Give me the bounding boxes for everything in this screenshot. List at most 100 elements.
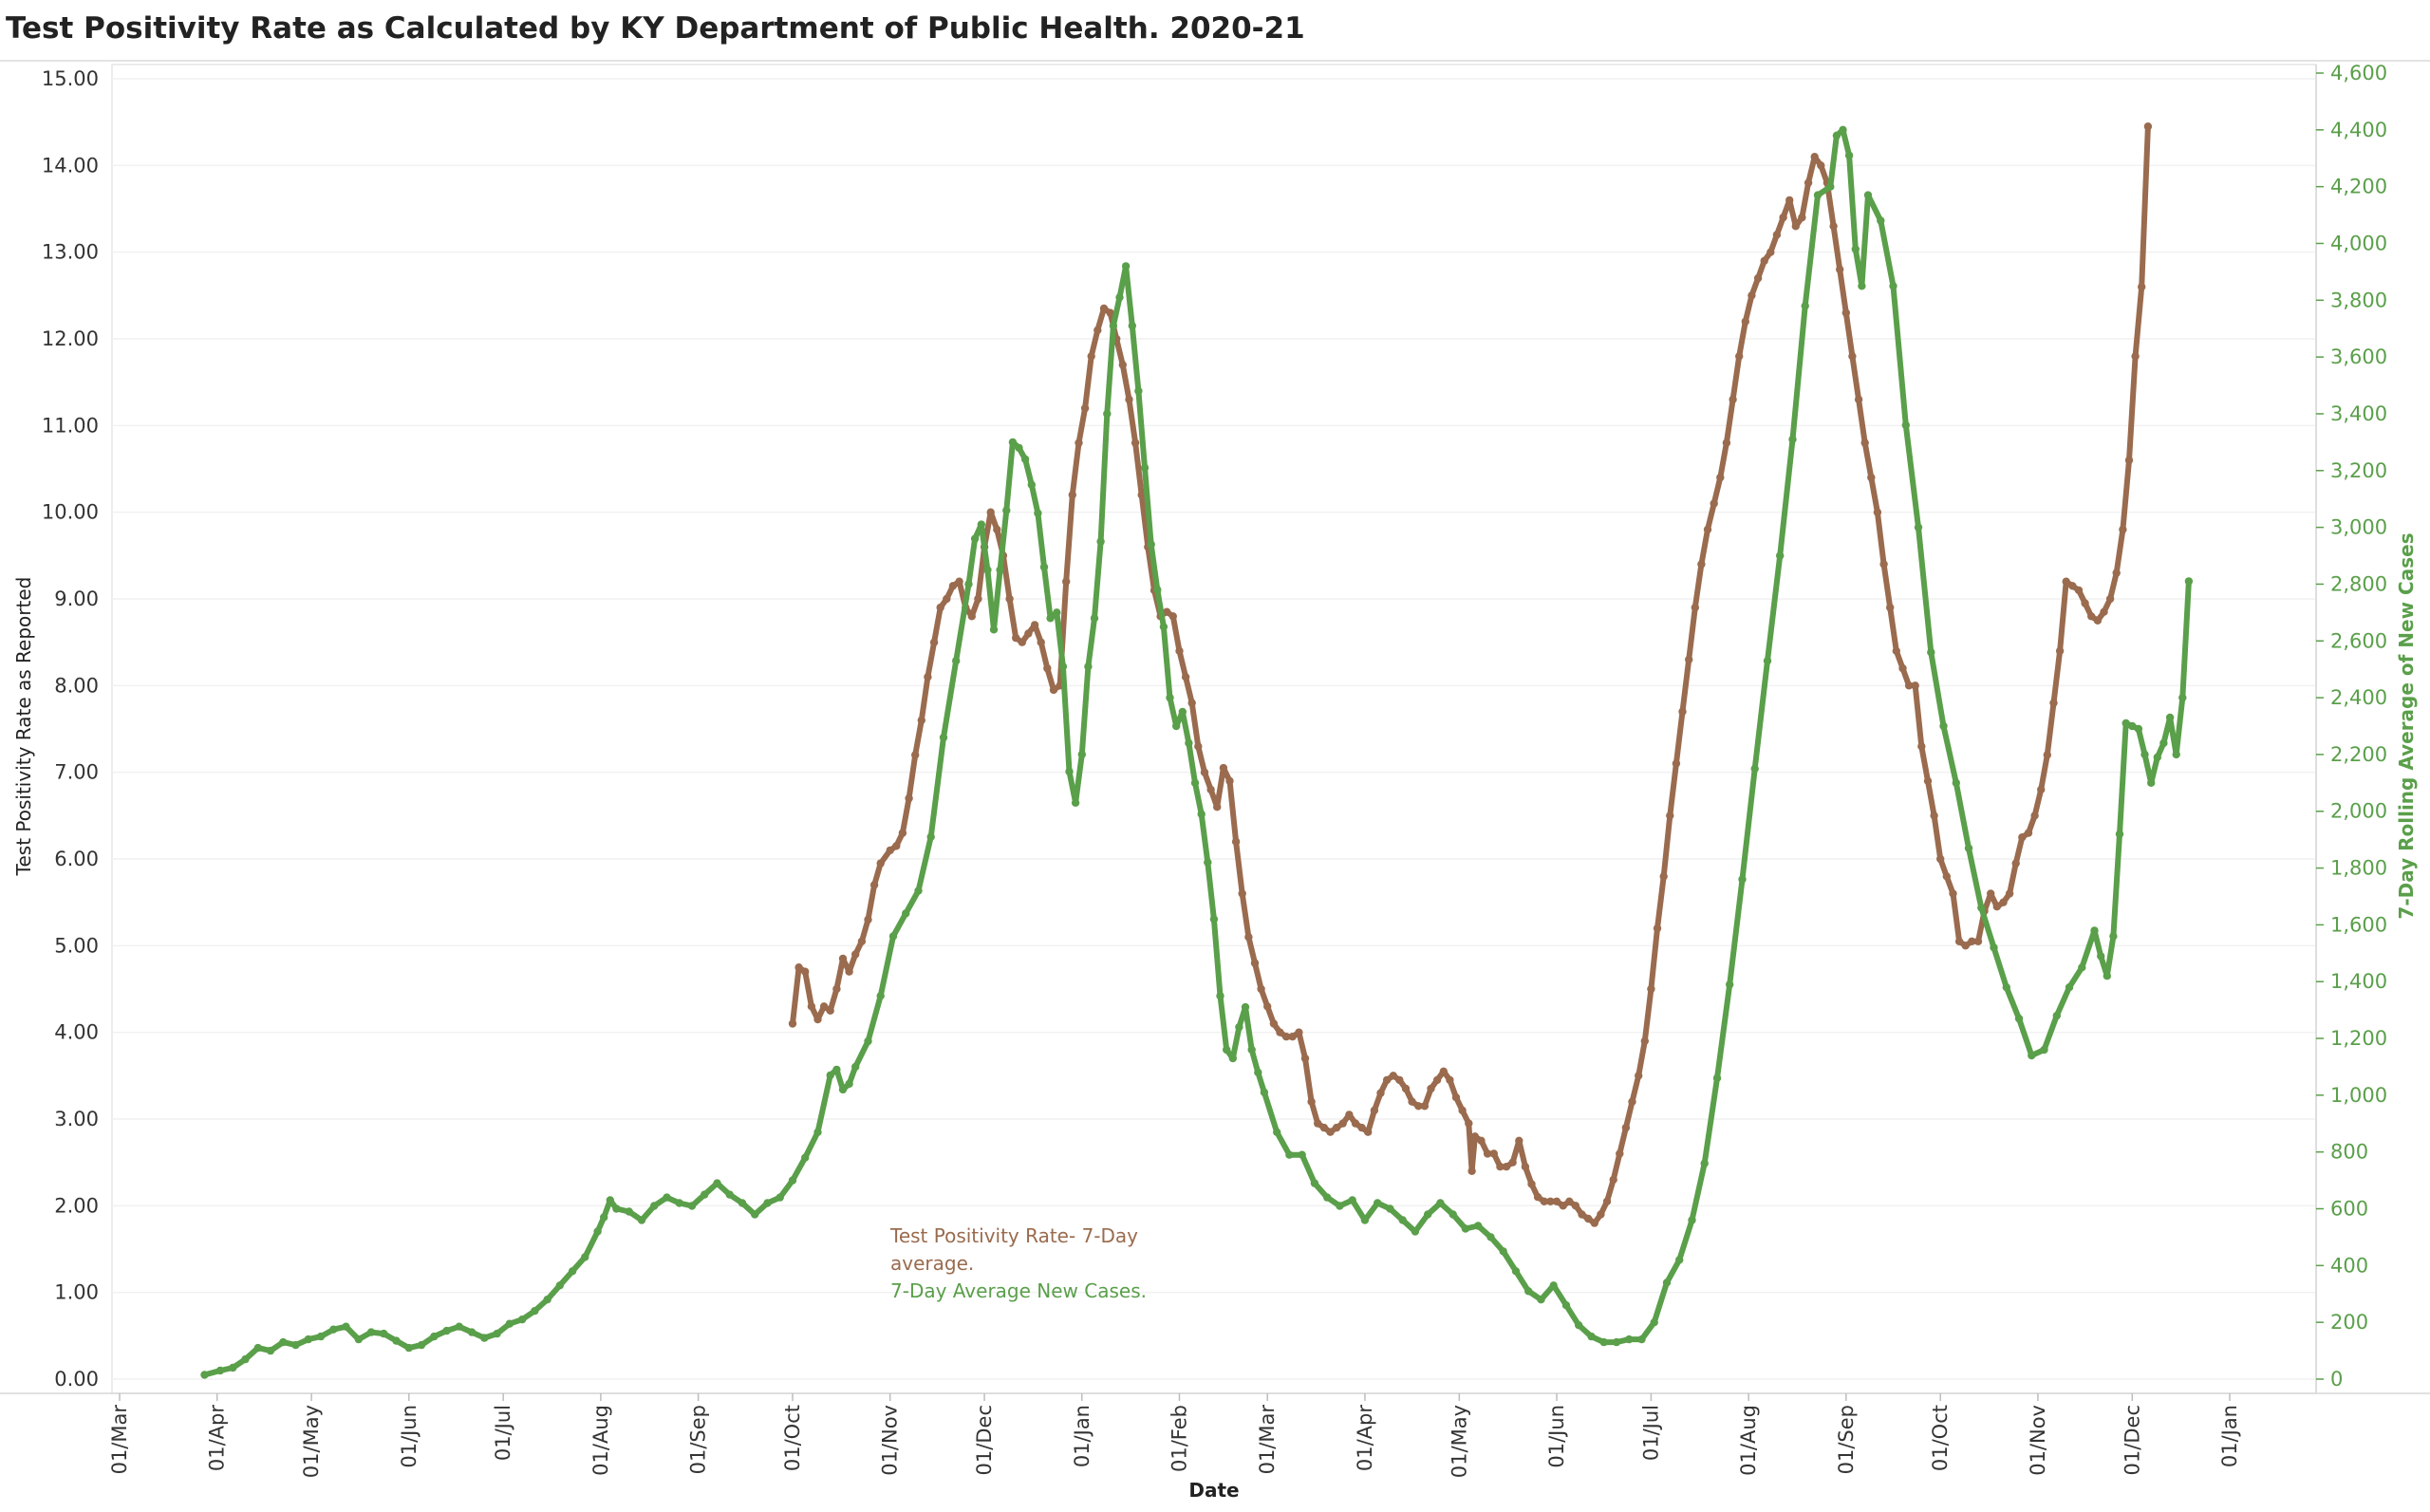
cases-point [1863, 191, 1873, 199]
positivity-point [2030, 812, 2039, 820]
cases-point [1844, 151, 1854, 159]
annotation-line-3: 7-Day Average New Cases. [890, 1279, 1147, 1302]
left-tick-label: 10.00 [42, 501, 99, 524]
positivity-point [1829, 222, 1838, 231]
positivity-series [788, 122, 2153, 1227]
cases-point [1662, 1279, 1672, 1287]
cases-point [1788, 435, 1797, 444]
positivity-point [2143, 122, 2153, 131]
right-tick-label: 2,200 [2330, 743, 2387, 766]
positivity-point [1257, 984, 1265, 994]
cases-point [1109, 322, 1118, 330]
cases-point [430, 1332, 439, 1341]
positivity-point [2043, 751, 2051, 759]
positivity-point [1841, 308, 1851, 317]
positivity-point [1703, 525, 1712, 534]
positivity-point [1187, 699, 1196, 707]
x-tick-label: 01/Sep [1835, 1405, 1858, 1474]
cases-point [1071, 798, 1080, 807]
cases-point [1190, 778, 1200, 787]
positivity-point [1364, 1128, 1373, 1136]
positivity-point [1420, 1102, 1430, 1111]
x-tick-label: 01/Sep [687, 1405, 710, 1474]
cases-point [1877, 216, 1885, 225]
cases-point [1700, 1159, 1709, 1167]
positivity-point [1288, 1033, 1297, 1041]
cases-point [1185, 738, 1193, 748]
positivity-point [1973, 937, 1983, 945]
cases-point [1832, 131, 1841, 140]
cases-point [738, 1199, 747, 1207]
positivity-point [1968, 937, 1976, 945]
cases-point [1561, 1301, 1571, 1310]
positivity-point [2138, 283, 2146, 291]
cases-point [2028, 1051, 2036, 1060]
x-tick-label: 01/Aug [1737, 1405, 1760, 1476]
cases-point [926, 832, 935, 841]
positivity-point [1578, 1210, 1586, 1219]
cases-point [442, 1326, 451, 1335]
x-tick-label: 01/May [300, 1405, 323, 1478]
cases-point [996, 566, 1004, 574]
cases-point [404, 1343, 413, 1353]
cases-point [581, 1253, 589, 1261]
positivity-point [1200, 768, 1209, 776]
positivity-point [1446, 1075, 1454, 1085]
cases-point [200, 1371, 209, 1379]
positivity-point [1892, 646, 1901, 655]
cases-point [1424, 1210, 1432, 1219]
positivity-point [2055, 646, 2065, 655]
positivity-point [1094, 326, 1102, 335]
cases-point [2147, 778, 2156, 787]
positivity-point [832, 984, 841, 994]
positivity-point [1075, 439, 1083, 447]
positivity-point [1917, 742, 1926, 751]
cases-point [838, 1085, 848, 1094]
cases-point [1241, 1002, 1250, 1012]
cases-point [1801, 302, 1809, 310]
positivity-point [1300, 1054, 1310, 1063]
positivity-point [864, 915, 872, 924]
cases-point [316, 1332, 326, 1341]
positivity-point [1748, 291, 1756, 300]
positivity-point [2074, 586, 2084, 595]
positivity-point [1635, 1072, 1643, 1080]
positivity-point [2131, 352, 2140, 361]
cases-point [455, 1322, 463, 1331]
positivity-point [1125, 395, 1133, 404]
positivity-point [1295, 1028, 1303, 1036]
cases-point [392, 1336, 401, 1345]
grid [111, 64, 2317, 1394]
cases-point [517, 1316, 527, 1324]
positivity-point [1326, 1128, 1335, 1136]
positivity-point [1992, 903, 2001, 911]
cases-point [2184, 577, 2194, 586]
positivity-point [1697, 560, 1706, 569]
positivity-point [1470, 1132, 1480, 1141]
x-tick-label: 01/Feb [1168, 1405, 1190, 1472]
cases-point [1712, 1073, 1722, 1083]
cases-point [1084, 663, 1093, 671]
positivity-point [1467, 1167, 1476, 1176]
positivity-point [1552, 1197, 1561, 1206]
cases-point [687, 1202, 697, 1210]
cases-point [1247, 1045, 1256, 1055]
positivity-point [819, 1002, 829, 1011]
positivity-point [955, 577, 963, 586]
positivity-point [788, 1019, 797, 1028]
right-tick-label: 200 [2330, 1311, 2368, 1334]
cases-point [964, 580, 973, 588]
cases-point [304, 1335, 312, 1344]
cases-point [1166, 693, 1174, 702]
cases-point [977, 520, 986, 529]
left-axis-title: Test Positivity Rate as Reported [12, 577, 35, 877]
positivity-point [1345, 1111, 1354, 1119]
right-tick-label: 4,400 [2330, 119, 2387, 141]
cases-point [2065, 983, 2074, 992]
cases-point [1147, 540, 1155, 549]
cases-point [1360, 1216, 1370, 1224]
cases-point [1977, 904, 1986, 912]
left-tick-label: 1.00 [54, 1281, 99, 1304]
right-tick-label: 1,600 [2330, 913, 2387, 936]
cases-point [2172, 750, 2180, 759]
